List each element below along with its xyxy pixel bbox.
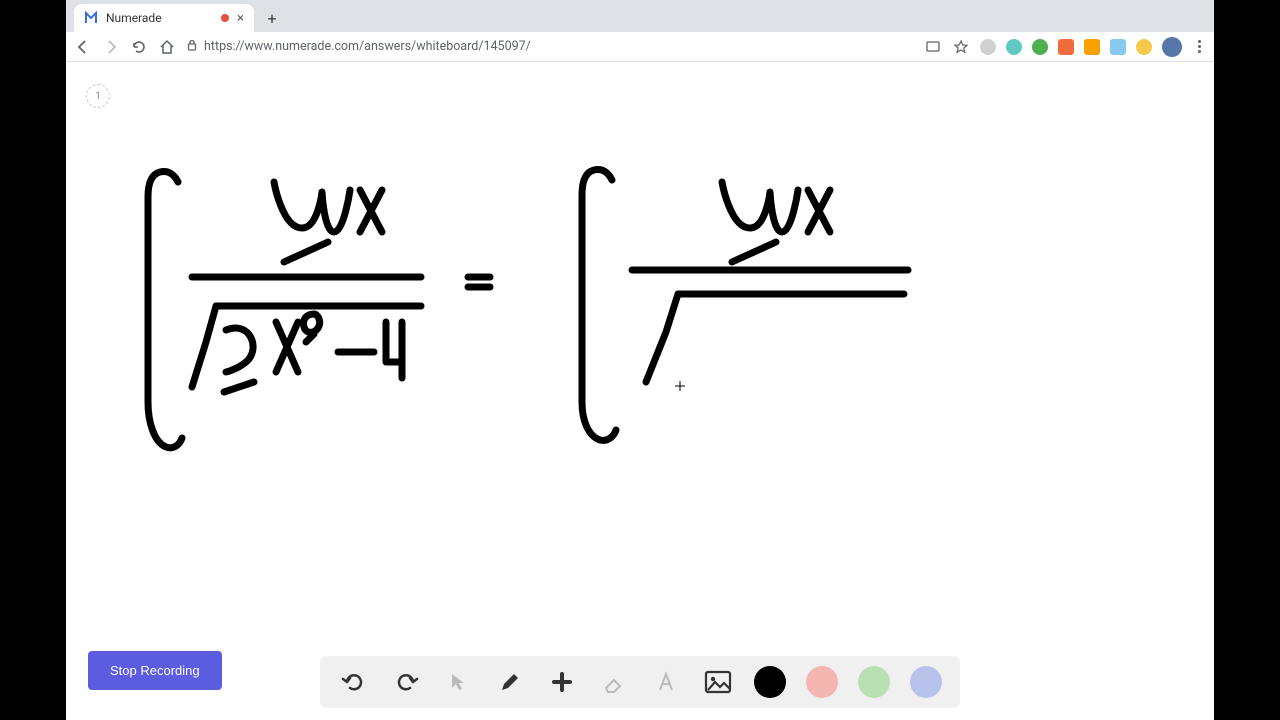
tab-bar: Numerade × +	[66, 0, 1214, 32]
eraser-tool[interactable]	[598, 666, 630, 698]
extension-icon[interactable]	[1032, 39, 1048, 55]
browser-menu-icon[interactable]	[1192, 40, 1206, 53]
whiteboard-content[interactable]: 1 Stop Recording	[66, 62, 1214, 720]
color-blue[interactable]	[910, 666, 942, 698]
address-bar: https://www.numerade.com/answers/whitebo…	[66, 32, 1214, 62]
redo-button[interactable]	[390, 666, 422, 698]
extension-icon[interactable]	[980, 39, 996, 55]
add-tool[interactable]	[546, 666, 578, 698]
star-icon[interactable]	[952, 38, 970, 56]
extension-icon[interactable]	[1084, 39, 1100, 55]
new-tab-button[interactable]: +	[260, 6, 284, 30]
whiteboard-toolbar	[320, 656, 960, 708]
site-favicon	[84, 11, 98, 25]
extension-icons	[924, 37, 1206, 57]
extension-icon[interactable]	[1006, 39, 1022, 55]
extension-icon[interactable]	[1058, 39, 1074, 55]
profile-avatar[interactable]	[1162, 37, 1182, 57]
text-tool[interactable]	[650, 666, 682, 698]
lock-icon	[186, 39, 198, 55]
browser-window: Numerade × + https://www.numerade.com/an…	[66, 0, 1214, 720]
extension-icon[interactable]	[1110, 39, 1126, 55]
image-tool[interactable]	[702, 666, 734, 698]
extension-icon[interactable]	[1136, 39, 1152, 55]
recording-indicator-icon	[221, 14, 229, 22]
pen-tool[interactable]	[494, 666, 526, 698]
tab-title: Numerade	[106, 11, 162, 25]
color-red[interactable]	[806, 666, 838, 698]
forward-button	[102, 38, 120, 56]
undo-button[interactable]	[338, 666, 370, 698]
home-button[interactable]	[158, 38, 176, 56]
cast-icon[interactable]	[924, 38, 942, 56]
url-text: https://www.numerade.com/answers/whitebo…	[204, 39, 531, 54]
reload-button[interactable]	[130, 38, 148, 56]
whiteboard-canvas[interactable]	[66, 62, 1214, 720]
color-black[interactable]	[754, 666, 786, 698]
close-tab-icon[interactable]: ×	[237, 11, 244, 26]
stop-recording-button[interactable]: Stop Recording	[88, 651, 222, 690]
url-field[interactable]: https://www.numerade.com/answers/whitebo…	[186, 39, 914, 55]
browser-tab[interactable]: Numerade ×	[74, 4, 254, 32]
back-button[interactable]	[74, 38, 92, 56]
pointer-tool[interactable]	[442, 666, 474, 698]
color-green[interactable]	[858, 666, 890, 698]
